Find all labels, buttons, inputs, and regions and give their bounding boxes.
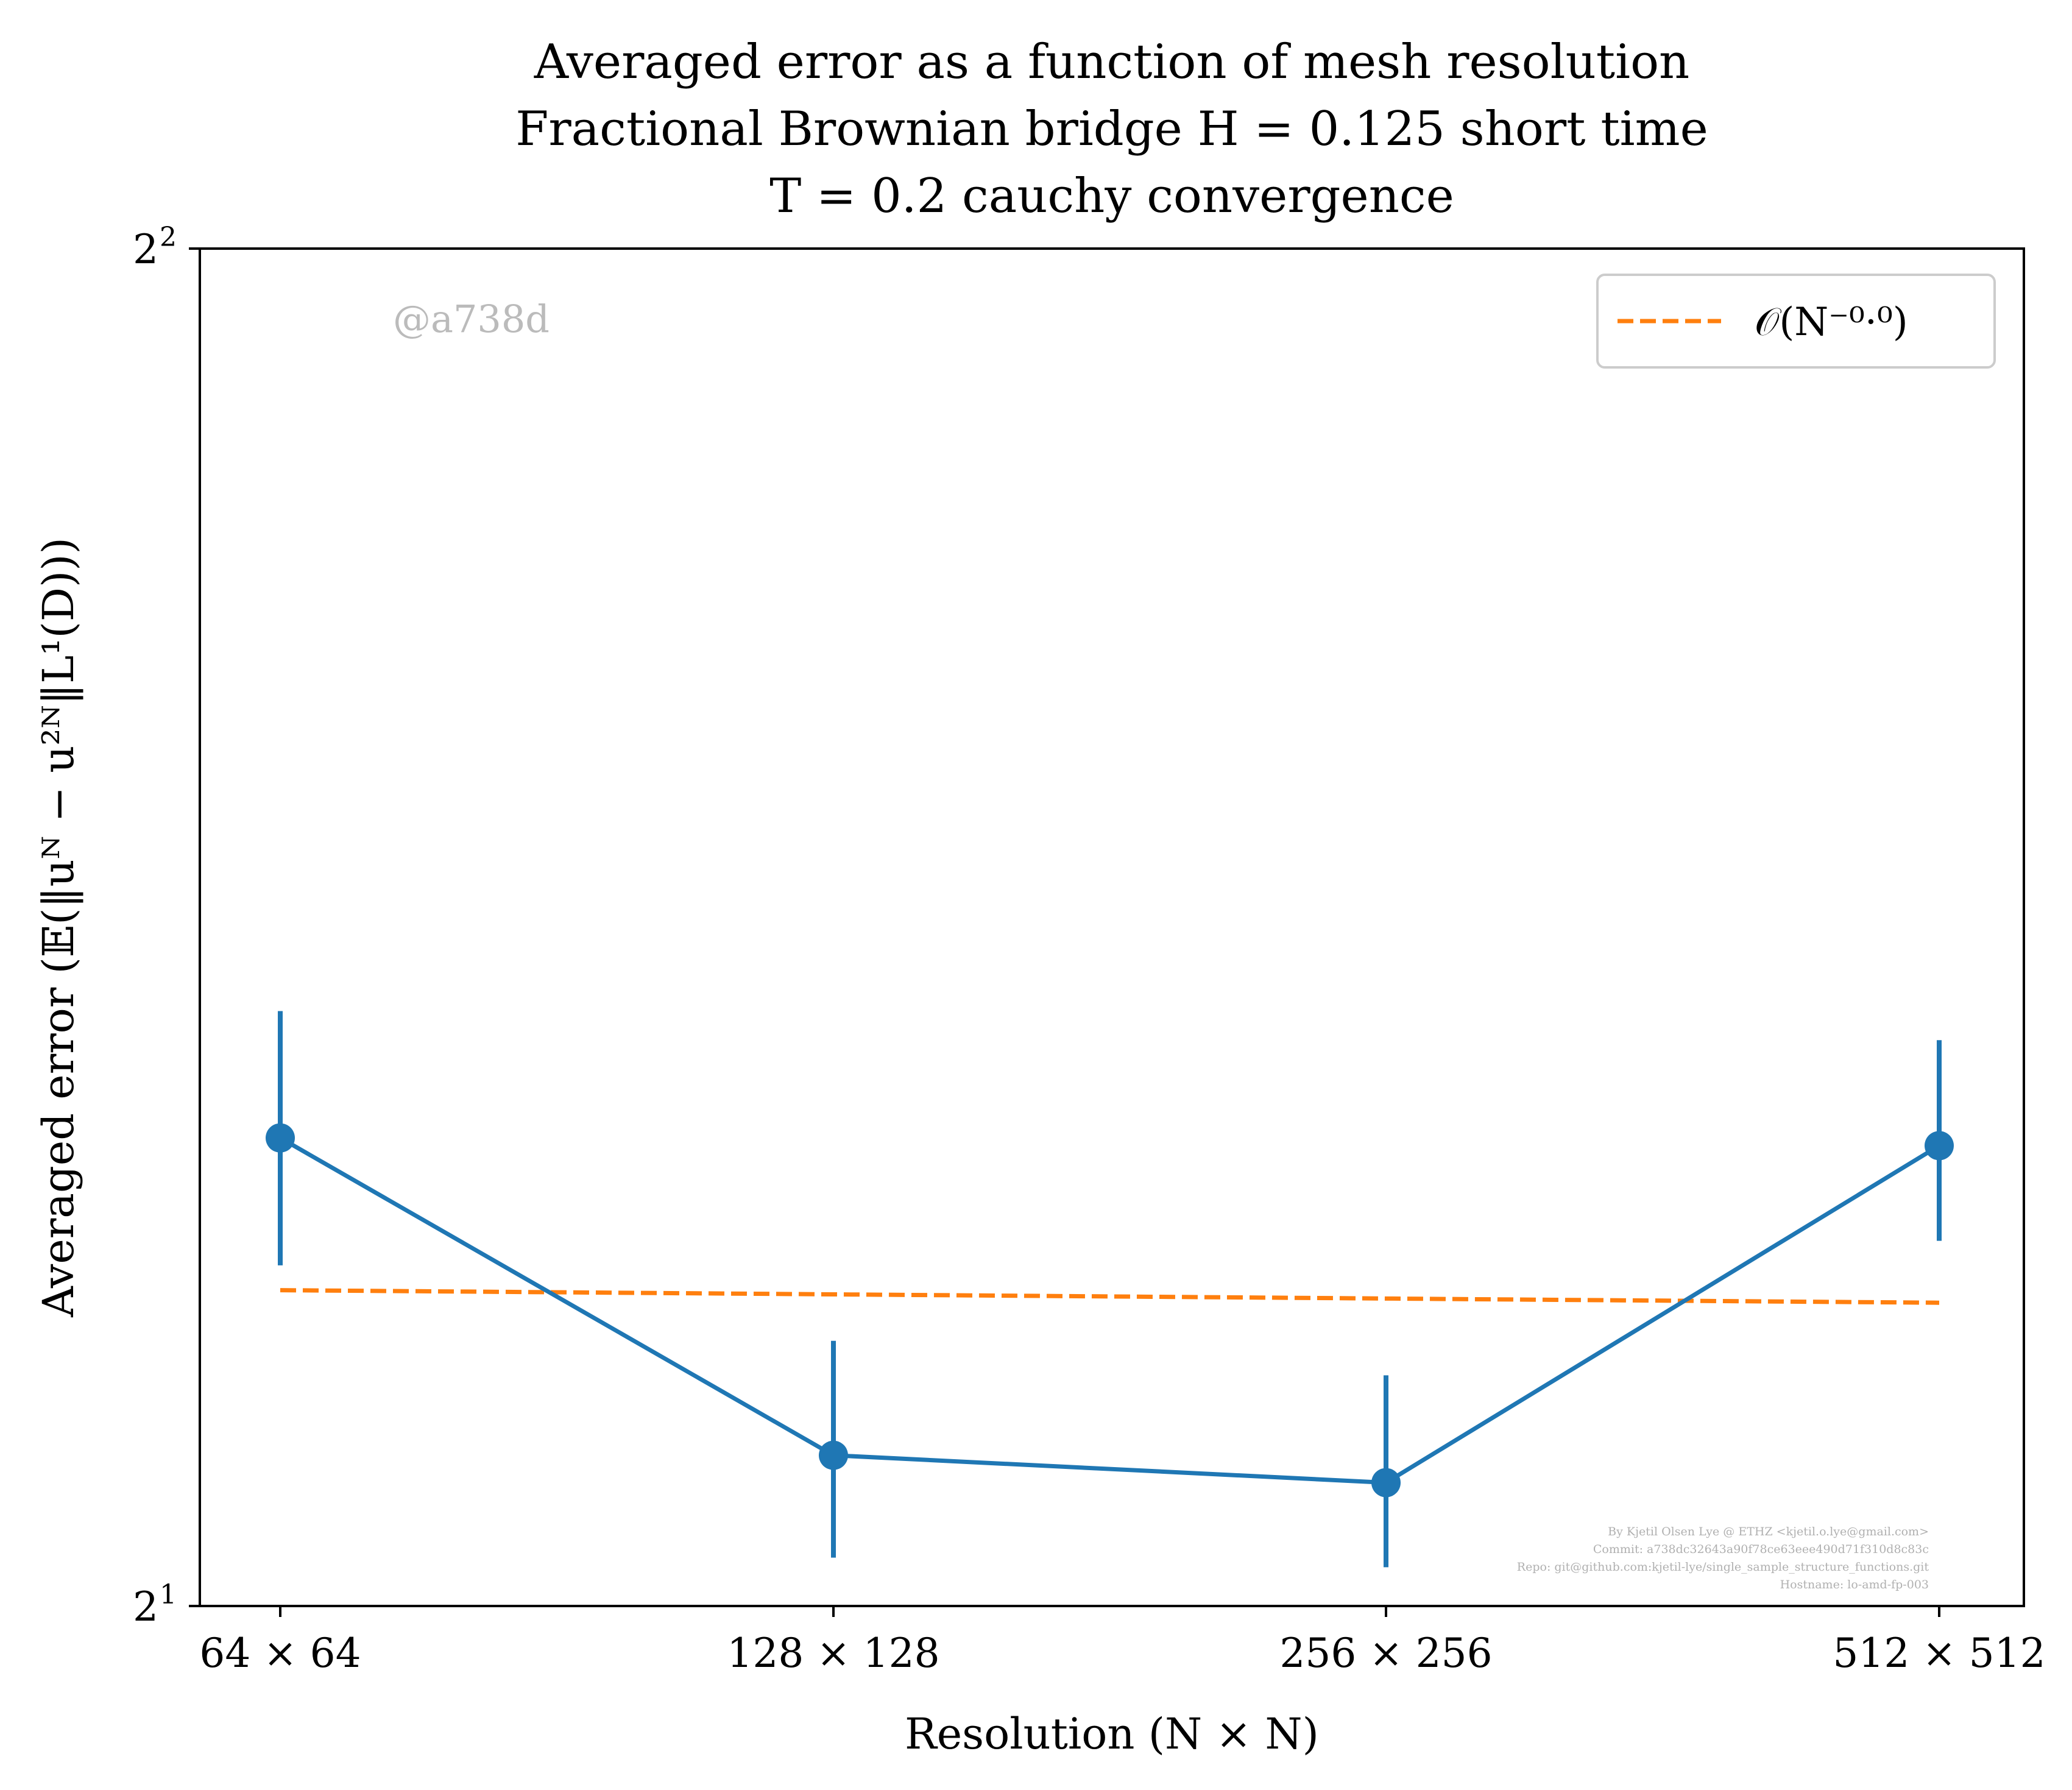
credit-line: Hostname: lo-amd-fp-003 [1780,1578,1929,1591]
plot-area [199,247,2025,1607]
title-line-3: T = 0.2 cauchy convergence [769,169,1454,224]
x-axis-label: Resolution (N × N) [905,1709,1319,1759]
y-axis: 2 12 2 [133,222,200,1630]
series-layer [266,1011,1954,1568]
reference-line [280,1288,1940,1305]
error-series-line [279,1136,1940,1485]
credits: By Kjetil Olsen Lye @ ETHZ <kjetil.o.lye… [1517,1525,1929,1591]
data-point [1371,1468,1401,1498]
x-tick-label: 128 × 128 [727,1630,939,1677]
x-tick-label: 64 × 64 [199,1630,361,1677]
title-line-1: Averaged error as a function of mesh res… [534,35,1690,90]
title-line-2: Fractional Brownian bridge H = 0.125 sho… [515,102,1708,157]
watermark: @a738d [393,297,550,341]
credit-line: Repo: git@github.com:kjetil-lye/single_s… [1517,1560,1929,1574]
y-tick-exponent: 1 [160,1579,177,1610]
data-point [819,1440,848,1470]
y-tick-label: 2 [133,1583,158,1630]
credit-line: By Kjetil Olsen Lye @ ETHZ <kjetil.o.lye… [1608,1525,1929,1538]
data-point [1925,1131,1954,1161]
x-tick-label: 512 × 512 [1833,1630,2045,1677]
y-axis-label: Averaged error (𝔼(‖uᴺ − u²ᴺ‖L¹(D))) [34,537,83,1318]
legend-label: 𝒪(N⁻⁰·⁰) [1755,300,1908,345]
y-tick-exponent: 2 [160,222,177,253]
legend: 𝒪(N⁻⁰·⁰) [1596,274,1996,369]
legend-box [1596,274,1996,369]
x-tick-label: 256 × 256 [1279,1630,1492,1677]
x-axis: 64 × 64 128 × 128 256 × 256 512 × 512 [199,1606,2046,1677]
chart-title: Averaged error as a function of mesh res… [515,35,1708,224]
data-point [266,1123,295,1153]
credit-line: Commit: a738dc32643a90f78ce63eee490d71f3… [1593,1543,1929,1556]
y-tick-label: 2 [133,226,158,273]
